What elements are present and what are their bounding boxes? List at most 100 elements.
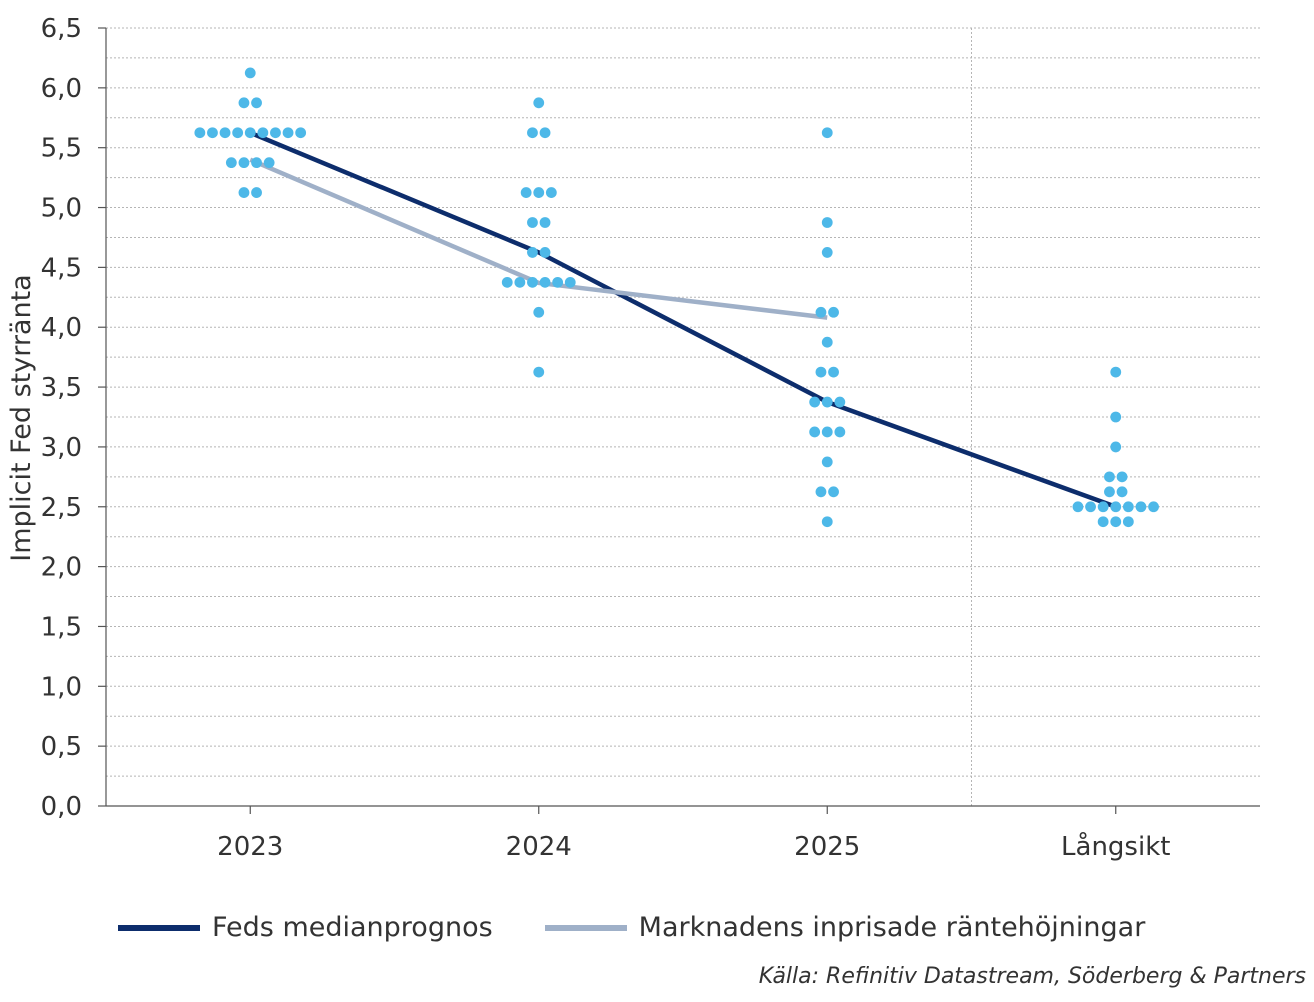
dot-marker xyxy=(539,217,551,228)
dot-marker xyxy=(821,516,833,528)
dot-marker xyxy=(225,157,237,169)
dot-marker xyxy=(238,157,250,169)
dot-marker xyxy=(251,97,262,109)
dot-marker xyxy=(815,366,827,378)
dot-marker xyxy=(821,247,833,258)
dot-marker xyxy=(1110,411,1122,423)
dot-marker xyxy=(533,187,545,198)
x-tick-label: 2025 xyxy=(794,832,860,862)
dot-marker xyxy=(1104,486,1115,498)
dot-marker xyxy=(251,157,262,169)
dot-marker xyxy=(251,187,262,198)
dot-marker xyxy=(270,127,281,139)
legend-label-median: Feds medianprognos xyxy=(212,912,493,943)
y-tick-label: 4,5 xyxy=(41,253,82,283)
dot-marker xyxy=(1097,501,1109,513)
x-tick-label: 2024 xyxy=(506,832,572,862)
dot-marker xyxy=(514,276,526,288)
dot-marker xyxy=(1148,501,1159,513)
dot-marker xyxy=(1072,501,1084,513)
y-axis-label: Implicit Fed styrränta xyxy=(6,274,37,561)
dot-marker xyxy=(815,306,827,318)
y-tick-label: 1,5 xyxy=(41,612,82,642)
dot-marker xyxy=(821,426,833,438)
x-axis-ticks: 2023 2024 2025 Långsikt xyxy=(217,806,1170,862)
y-tick-label: 1,0 xyxy=(41,672,82,702)
x-tick-label: Långsikt xyxy=(1061,831,1170,862)
dot-marker xyxy=(821,456,833,468)
y-tick-label: 2,5 xyxy=(41,493,82,523)
dot-markers xyxy=(194,67,1159,528)
dot-marker xyxy=(257,127,269,139)
dot-marker xyxy=(809,396,821,408)
dot-marker xyxy=(1110,441,1122,453)
dot-marker xyxy=(282,127,294,139)
dot-marker xyxy=(238,187,250,198)
dot-marker xyxy=(539,247,551,258)
dot-marker xyxy=(815,486,827,498)
legend-item-median: Feds medianprognos xyxy=(118,912,493,943)
source-note: Källa: Refinitiv Datastream, Söderberg &… xyxy=(758,964,1306,989)
y-tick-label: 0,0 xyxy=(41,792,82,822)
y-tick-label: 5,0 xyxy=(41,194,82,224)
dot-marker xyxy=(1097,516,1109,528)
dot-marker xyxy=(828,306,839,318)
y-tick-label: 0,5 xyxy=(41,732,82,762)
dot-marker xyxy=(828,366,839,378)
dot-marker xyxy=(295,127,307,139)
dot-marker xyxy=(527,276,538,288)
dot-marker xyxy=(219,127,231,139)
dot-marker xyxy=(1104,471,1115,483)
dot-marker xyxy=(809,426,821,438)
dot-marker xyxy=(520,187,532,198)
median-forecast-line xyxy=(249,130,1117,509)
dot-marker xyxy=(238,97,250,109)
dot-marker xyxy=(244,67,256,79)
dot-marker xyxy=(1110,516,1122,528)
grid-lines xyxy=(106,27,1260,806)
dot-marker xyxy=(533,366,545,378)
dot-marker xyxy=(1122,501,1134,513)
dot-marker xyxy=(834,396,846,408)
dot-marker xyxy=(539,276,551,288)
series-lines xyxy=(249,130,1117,509)
x-tick-label: 2023 xyxy=(217,832,283,862)
dot-marker xyxy=(1110,501,1122,513)
legend-label-market: Marknadens inprisade räntehöjningar xyxy=(638,912,1146,943)
dot-marker xyxy=(1110,366,1122,378)
legend-swatch-market xyxy=(544,924,627,931)
dot-marker xyxy=(821,217,833,228)
y-tick-label: 3,5 xyxy=(41,373,82,403)
fed-dot-plot-chart: 0,0 0,5 1,0 1,5 2,0 2,5 3,0 3,5 4,0 4,5 5,0 5,5 6,0 6… xyxy=(6,14,1260,862)
legend: Feds medianprognos Marknadens inprisade … xyxy=(118,912,1197,943)
dot-marker xyxy=(232,127,244,139)
dot-marker xyxy=(244,127,256,139)
y-tick-label: 6,5 xyxy=(41,14,82,44)
y-tick-label: 4,0 xyxy=(41,313,82,343)
legend-item-market: Marknadens inprisade räntehöjningar xyxy=(544,912,1146,943)
dot-marker xyxy=(263,157,275,169)
dot-marker xyxy=(821,336,833,348)
dot-marker xyxy=(552,276,564,288)
dot-marker xyxy=(207,127,218,139)
y-axis-ticks: 0,0 0,5 1,0 1,5 2,0 2,5 3,0 3,5 4,0 4,5 5,0 5,5 6,0 6… xyxy=(41,14,106,822)
dot-marker xyxy=(821,127,833,139)
y-tick-label: 3,0 xyxy=(41,433,82,463)
dot-marker xyxy=(834,426,846,438)
dot-marker xyxy=(828,486,839,498)
dot-marker xyxy=(527,217,538,228)
dot-marker xyxy=(194,127,206,139)
dot-marker xyxy=(1135,501,1147,513)
dot-marker xyxy=(821,396,833,408)
dot-marker xyxy=(501,276,513,288)
y-tick-label: 5,5 xyxy=(41,134,82,164)
dot-marker xyxy=(564,276,576,288)
dot-marker xyxy=(545,187,557,198)
dot-marker xyxy=(527,127,538,139)
y-tick-label: 2,0 xyxy=(41,553,82,583)
axes xyxy=(105,28,1260,807)
y-tick-label: 6,0 xyxy=(41,74,82,104)
dot-marker xyxy=(539,127,551,139)
dot-marker xyxy=(533,306,545,318)
dot-marker xyxy=(1116,486,1128,498)
